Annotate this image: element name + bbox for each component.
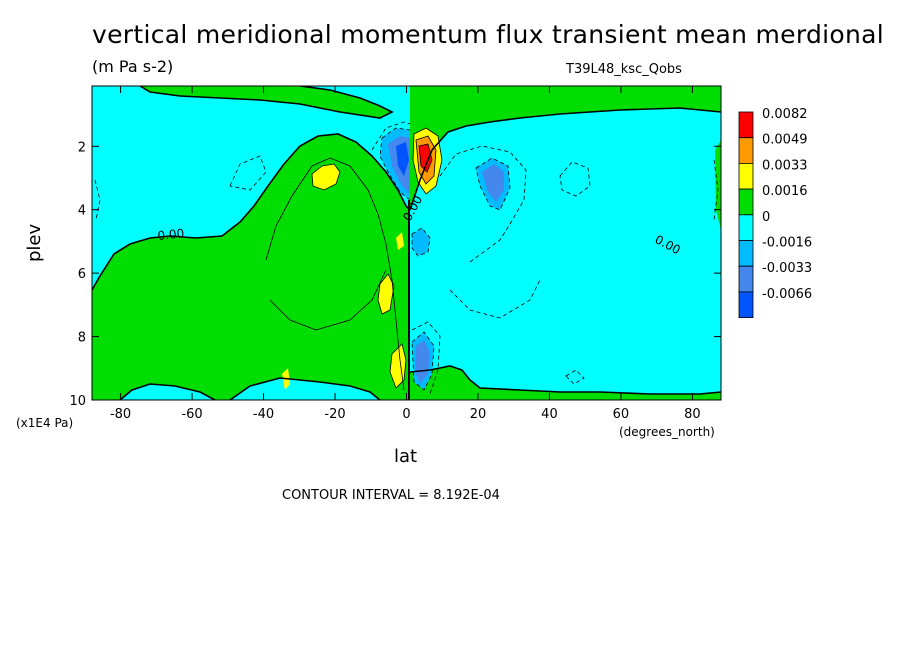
neg-contour-3 <box>475 157 511 211</box>
pos-contour-4 <box>412 127 443 195</box>
fill-negative-max-1 <box>396 142 409 176</box>
x-tick-label: 20 <box>470 407 487 422</box>
legend-label: 0.0016 <box>762 184 808 199</box>
legend-swatch <box>738 214 754 241</box>
x-axis-label: lat <box>394 446 418 467</box>
fill-positive-mid-1 <box>312 164 340 190</box>
legend-swatch <box>738 137 754 164</box>
pos-contour-3 <box>311 163 341 191</box>
fill-negative-high-2 <box>482 164 504 202</box>
neg-contour-9 <box>559 161 591 197</box>
legend-label: -0.0066 <box>762 287 812 302</box>
neg-contour-10 <box>449 279 541 319</box>
fill-negative-high-3 <box>415 340 430 384</box>
x-tick-label: -80 <box>110 407 131 422</box>
chart-units: (m Pa s-2) <box>92 57 174 76</box>
fill-negative-sh-left-bottom <box>120 384 215 400</box>
fill-positive-mid-2 <box>396 232 404 250</box>
x-tick-label: 80 <box>684 407 701 422</box>
fill-negative-mid-3 <box>412 228 430 256</box>
pos-contour-8 <box>389 343 407 389</box>
y-axis: 2 4 6 8 10 <box>69 140 721 409</box>
legend-label: 0.0082 <box>762 107 808 122</box>
legend-swatch <box>738 291 754 318</box>
neg-contour-7 <box>411 321 441 395</box>
neg-contour-11 <box>565 369 585 385</box>
x-tick-label: 60 <box>613 407 630 422</box>
y-tick-label: 6 <box>78 267 86 282</box>
x-axis-units: (degrees_north) <box>619 425 715 439</box>
pos-contour-5 <box>415 135 437 185</box>
y-axis-units: (x1E4 Pa) <box>16 416 74 430</box>
pos-contour-2 <box>269 269 387 331</box>
fill-positive-mid-3 <box>378 274 394 314</box>
fill-positive-ne-corner <box>715 140 721 230</box>
x-tick-label: -40 <box>253 407 274 422</box>
model-label: T39L48_ksc_Qobs <box>566 62 682 77</box>
color-legend: 0.0082 0.0049 0.0033 0.0016 0 -0.0016 -0.0033 -… <box>738 107 812 318</box>
legend-swatch <box>738 111 754 139</box>
y-tick-label: 4 <box>78 204 86 219</box>
zero-contour-1 <box>92 133 411 291</box>
contour-interval: CONTOUR INTERVAL = 8.192E-04 <box>282 488 500 503</box>
fill-positive-sh-top <box>140 86 392 118</box>
x-tick-label: 0 <box>402 407 410 422</box>
fill-positive-southern <box>92 134 410 400</box>
y-tick-label: 2 <box>78 140 86 155</box>
fill-positive-north-top <box>410 86 721 210</box>
legend-label: -0.0033 <box>762 261 812 276</box>
x-tick-label: 40 <box>541 407 558 422</box>
x-axis: -80 -60 -40 -20 0 20 40 60 80 <box>110 86 701 422</box>
neg-contour-5 <box>411 227 431 257</box>
zero-contour-3 <box>409 365 721 395</box>
fill-positive-max <box>419 144 432 172</box>
y-tick-label: 10 <box>69 394 86 409</box>
legend-label: 0.0033 <box>762 158 808 173</box>
pos-contour-6 <box>418 143 433 173</box>
contour-label-1: 0.00 <box>157 226 185 243</box>
zero-contour-6 <box>119 383 216 400</box>
pos-contour-1 <box>265 157 405 391</box>
neg-contour-2 <box>371 121 411 151</box>
y-axis-label: plev <box>24 223 45 262</box>
legend-swatch <box>738 240 754 267</box>
x-tick-label: -20 <box>324 407 345 422</box>
contour-fills <box>92 86 721 400</box>
legend-swatch <box>738 162 754 190</box>
fill-positive-northern-bottom <box>410 366 721 400</box>
x-tick-label: -60 <box>181 407 202 422</box>
legend-swatch <box>738 265 754 293</box>
legend-label: -0.0016 <box>762 236 812 251</box>
legend-swatch <box>738 188 754 216</box>
fill-negative-sh-bottom <box>230 378 380 400</box>
neg-contour-6 <box>411 331 435 391</box>
zero-contour-4 <box>139 86 394 119</box>
legend-label: 0.0049 <box>762 133 808 148</box>
chart-title: vertical meridional momentum flux transi… <box>92 20 885 49</box>
neg-contour-4 <box>439 145 527 263</box>
zero-contour-2 <box>409 107 721 211</box>
legend-label: 0 <box>762 210 770 225</box>
neg-contour-1 <box>379 127 411 201</box>
zero-contour-5 <box>229 377 381 400</box>
pos-contour-7 <box>377 273 395 315</box>
y-tick-label: 8 <box>78 331 86 346</box>
contour-lines <box>92 86 721 400</box>
